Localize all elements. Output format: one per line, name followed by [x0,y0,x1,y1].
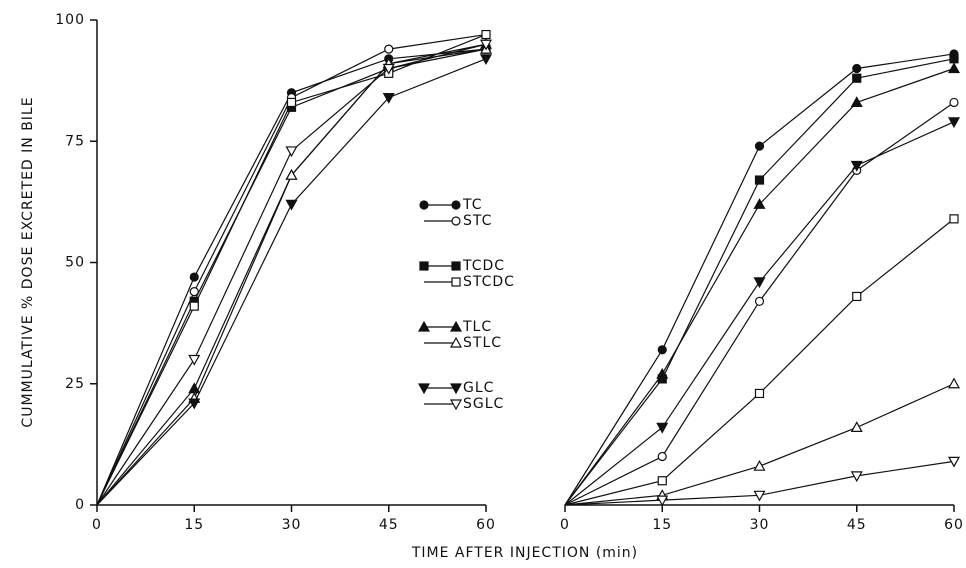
x-tick-label: 15 [652,517,672,533]
x-axis-label: TIME AFTER INJECTION (min) [411,545,638,561]
marker [189,301,199,311]
marker [850,96,863,108]
x-tick-label: 30 [750,517,770,533]
y-tick-label: 75 [65,133,85,149]
marker [852,291,862,302]
marker [850,421,863,432]
marker [657,345,667,355]
legend-label: STLC [463,335,502,351]
marker [754,296,765,306]
marker [188,398,201,410]
marker [949,54,959,64]
marker [657,476,667,486]
legend-marker [449,320,463,332]
legend-marker [417,320,431,332]
y-tick-label: 0 [75,497,85,513]
x-tick-label: 45 [379,517,399,533]
marker [656,495,669,507]
marker [189,272,199,282]
marker [753,277,766,289]
y-tick-label: 50 [65,255,85,271]
marker [949,214,959,224]
legend-marker [417,383,431,395]
series-line [564,383,955,506]
marker [481,29,491,40]
x-tick-label: 60 [476,517,496,533]
marker [852,73,862,83]
marker [382,63,395,75]
x-tick-label: 0 [560,517,570,533]
marker [947,377,961,389]
legend-marker [451,277,461,287]
marker [656,367,669,379]
legend-marker [451,261,461,271]
marker [479,39,493,51]
marker [656,422,669,434]
x-tick-label: 30 [282,517,302,533]
marker [949,97,959,108]
legend-marker [451,200,461,210]
marker [382,92,395,104]
legend-label: SGLC [463,396,504,412]
marker [285,199,298,211]
marker [189,287,199,297]
marker [947,456,961,468]
y-axis-label: CUMMULATIVE % DOSE EXCRETED IN BILE [20,96,36,427]
marker [947,62,961,74]
marker [754,141,765,151]
legend-label: TLC [462,319,492,335]
series-line [96,43,487,506]
marker [479,54,493,66]
legend-label: STC [463,213,492,229]
legend-marker [449,336,463,348]
y-tick-label: 25 [65,376,85,392]
marker [753,459,766,471]
marker [753,490,766,502]
marker [657,451,667,462]
legend-marker [419,261,429,271]
series-line [96,48,487,506]
marker [852,63,862,74]
marker [188,354,201,366]
legend-marker [451,216,461,226]
legend-label: TCDC [462,258,505,274]
legend-marker [449,399,463,411]
x-tick-label: 15 [184,517,204,533]
marker [285,168,298,180]
legend-label: GLC [463,380,494,396]
marker [947,117,961,129]
series-line [96,48,487,506]
marker [286,97,297,108]
marker [384,44,394,54]
series-line [96,48,487,506]
legend-marker [419,200,429,210]
x-tick-label: 60 [944,517,964,533]
x-tick-label: 45 [847,517,867,533]
marker [754,388,765,399]
y-tick-label: 100 [55,12,85,28]
marker [753,198,766,209]
marker [850,471,863,483]
marker [754,175,765,185]
x-tick-label: 0 [92,517,102,533]
marker [850,160,863,172]
legend-label: TC [462,197,483,213]
legend-label: STCDC [463,274,515,290]
marker [285,146,298,158]
legend-marker [449,383,463,395]
